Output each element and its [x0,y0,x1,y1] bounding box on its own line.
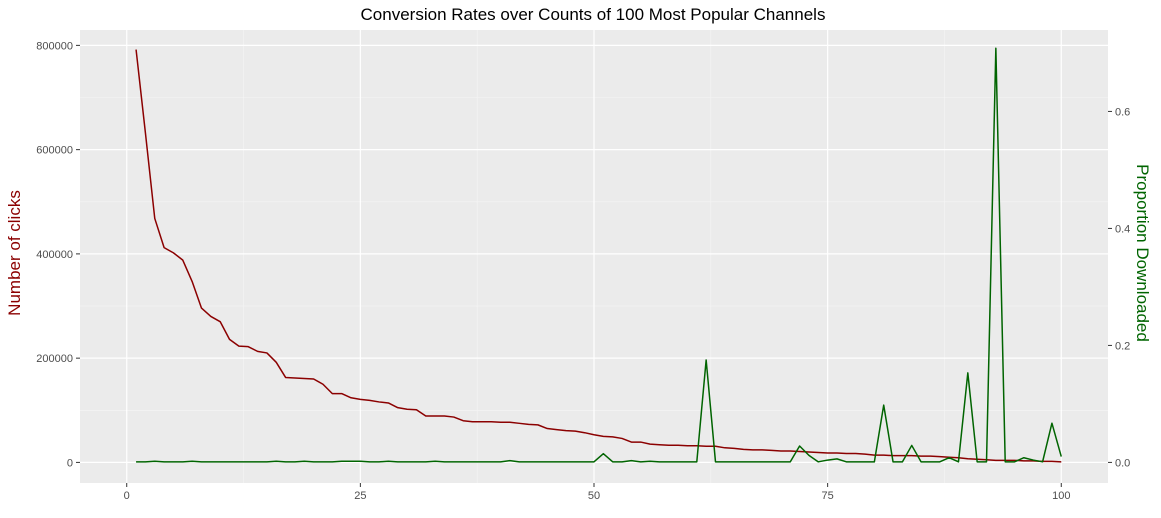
y-left-tick-label: 0 [67,457,73,469]
y-left-tick-label: 800000 [36,40,73,52]
y-left-tick-label: 200000 [36,353,73,365]
data-lines [135,47,1062,463]
left-axis-title: Number of clicks [5,190,24,316]
chart-title: Conversion Rates over Counts of 100 Most… [361,5,826,24]
x-tick-label: 25 [354,490,366,502]
right-axis-title: Proportion Downloaded [1133,164,1152,342]
x-tick-label: 75 [822,490,834,502]
y-right-tick-label: 0.2 [1115,340,1130,352]
proportion-downloaded-line [136,47,1062,463]
y-left-tick-label: 400000 [36,249,73,261]
number-of-clicks-line [135,49,1062,463]
x-tick-label: 50 [588,490,600,502]
y-right-tick-label: 0.0 [1115,457,1130,469]
x-tick-label: 100 [1052,490,1070,502]
y-right-tick-label: 0.6 [1115,106,1130,118]
y-left-tick-label: 600000 [36,145,73,157]
x-tick-label: 0 [124,490,130,502]
y-right-tick-label: 0.4 [1115,223,1130,235]
axis-ticks: 0 25 50 75 100 0 200000 400000 600000 800000 0.0 0.… [36,40,1130,502]
